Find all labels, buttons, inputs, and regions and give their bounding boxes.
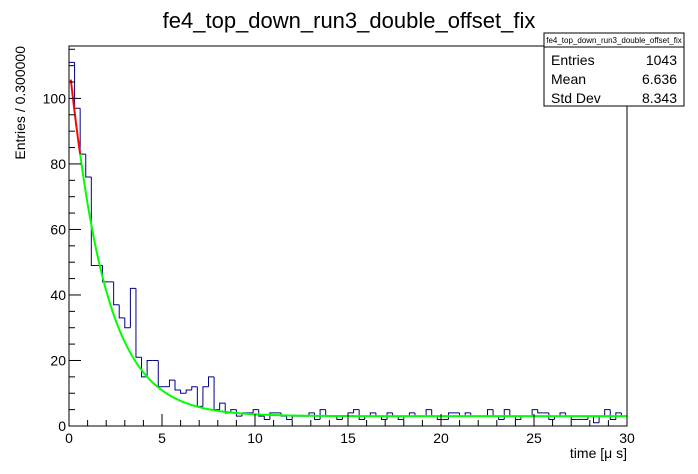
histogram-bin	[319, 409, 326, 420]
histogram-bin	[135, 288, 142, 358]
histogram-bin	[113, 281, 120, 306]
plot-frame	[68, 45, 628, 427]
histogram-bin	[129, 287, 136, 328]
fit-green-curve	[79, 153, 627, 418]
histogram-bin	[191, 386, 198, 390]
x-tick-label: 5	[158, 430, 166, 446]
stats-stddev-value: 8.343	[642, 90, 677, 106]
histogram-bin	[74, 62, 81, 109]
histogram-bin	[258, 409, 265, 417]
histogram-bin	[353, 409, 360, 413]
histogram-bin	[146, 359, 153, 377]
histogram-bin	[79, 108, 86, 155]
stats-box-frame	[543, 32, 685, 107]
stats-stddev-label: Std Dev	[551, 90, 601, 106]
histogram-bin	[101, 265, 109, 283]
histogram-bin	[90, 177, 97, 266]
histogram-bin	[286, 416, 293, 420]
histogram-bin	[269, 412, 276, 420]
histogram-bin	[425, 409, 432, 417]
x-axis-title: time [μ s]	[570, 445, 627, 461]
histogram-bin	[498, 416, 505, 420]
histogram-bin	[408, 412, 415, 417]
histogram-bin	[615, 412, 622, 420]
histogram-bin	[141, 357, 148, 378]
histogram-bin	[609, 409, 616, 420]
histogram-bin	[397, 416, 404, 420]
x-tick-label: 10	[247, 430, 263, 446]
histogram-bin	[503, 409, 510, 420]
histogram-bin	[124, 317, 131, 329]
y-tick-label: 20	[50, 352, 66, 368]
histogram-bin	[358, 409, 365, 420]
histogram-bin	[68, 61, 75, 426]
histogram-bin	[369, 412, 376, 417]
x-tick-label: 30	[619, 430, 635, 446]
histogram-bin	[196, 386, 203, 407]
histogram-bin	[593, 416, 600, 424]
histogram-bin	[168, 379, 176, 387]
y-tick-label: 100	[43, 90, 67, 106]
histogram-bin	[559, 412, 566, 417]
histogram-bin	[235, 409, 242, 417]
histogram-bin	[620, 412, 628, 426]
histogram-bin	[570, 416, 577, 420]
histogram-bin	[185, 389, 192, 394]
histogram-bin	[447, 412, 455, 420]
stats-entries-value: 1043	[646, 52, 677, 68]
fit-curves	[69, 79, 627, 418]
histogram-bin	[531, 409, 538, 417]
histogram-bin	[208, 376, 215, 387]
y-tick-label: 80	[50, 156, 66, 172]
stats-box-name: fe4_top_down_run3_double_offset_fix	[546, 36, 682, 45]
stats-mean-value: 6.636	[642, 71, 677, 87]
histogram-bin	[291, 415, 298, 420]
histogram-bin	[537, 409, 544, 414]
y-tick-label: 40	[50, 287, 66, 303]
x-tick-label: 15	[340, 430, 356, 446]
histogram-bin	[180, 389, 187, 394]
y-tick-label: 0	[58, 418, 66, 434]
histogram-bin	[336, 416, 343, 420]
histogram-bin	[174, 380, 181, 391]
x-tick-label: 0	[65, 430, 73, 446]
histogram-bin	[487, 409, 494, 417]
histogram-bars	[68, 61, 628, 426]
histogram-bin	[263, 416, 270, 420]
stats-mean-label: Mean	[551, 71, 586, 87]
histogram-bin	[548, 412, 555, 420]
y-axis-title: Entries / 0.300000	[12, 46, 28, 160]
y-tick-label: 60	[50, 221, 66, 237]
stats-box: fe4_top_down_run3_double_offset_fix Entr…	[543, 32, 685, 107]
histogram-bin	[85, 154, 92, 178]
histogram-bin	[514, 416, 521, 420]
histogram-bin	[219, 402, 226, 410]
fit-red-curve	[69, 79, 82, 155]
chart-title: fe4_top_down_run3_double_offset_fix	[163, 8, 536, 33]
histogram-bin	[157, 360, 164, 388]
histogram-bin	[380, 416, 388, 420]
x-tick-label: 20	[433, 430, 449, 446]
histogram-bin	[604, 409, 611, 417]
histogram-bin	[118, 304, 125, 319]
axes: 0 5 10 15 20 25 30 0 20 40 60 80 100	[43, 48, 635, 446]
histogram-bin	[213, 376, 220, 411]
histogram-bin	[386, 412, 393, 420]
histogram-bin	[252, 409, 259, 413]
stats-entries-label: Entries	[551, 52, 595, 68]
x-tick-label: 25	[526, 430, 542, 446]
histogram-bin	[464, 412, 471, 417]
histogram-bin	[202, 386, 209, 407]
